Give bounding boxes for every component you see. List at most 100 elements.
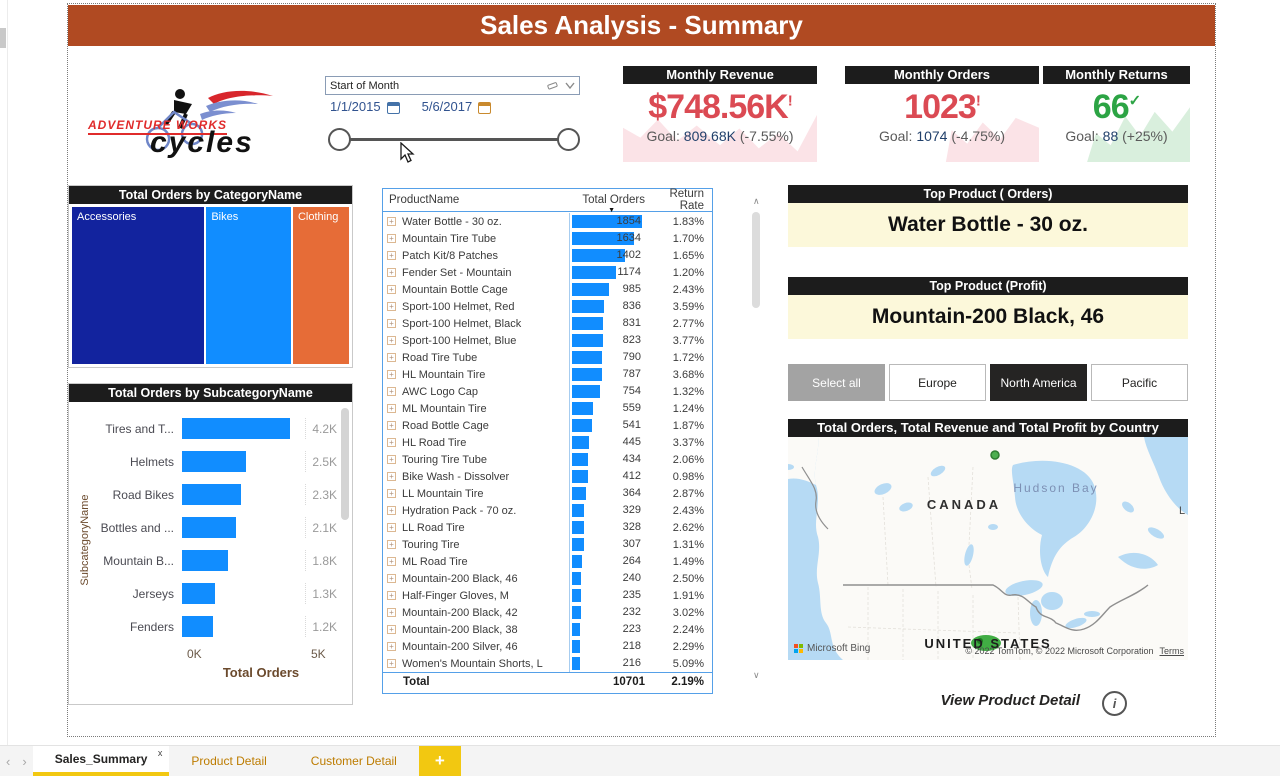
table-row[interactable]: + Mountain-200 Black, 38 223 2.24% — [383, 621, 712, 638]
table-row[interactable]: + Hydration Pack - 70 oz. 329 2.43% — [383, 502, 712, 519]
table-row[interactable]: + Water Bottle - 30 oz. 1854 1.83% — [383, 213, 712, 230]
table-row[interactable]: + ML Mountain Tire 559 1.24% — [383, 400, 712, 417]
table-row[interactable]: + Patch Kit/8 Patches 1402 1.65% — [383, 247, 712, 264]
expand-icon[interactable]: + — [387, 268, 396, 277]
table-scrollbar[interactable] — [752, 212, 760, 308]
calendar-icon[interactable] — [478, 101, 492, 114]
tab-product-detail[interactable]: Product Detail — [191, 754, 267, 768]
table-row[interactable]: + Half-Finger Gloves, M 235 1.91% — [383, 587, 712, 604]
table-row[interactable]: + Touring Tire 307 1.31% — [383, 536, 712, 553]
col-total-orders[interactable]: Total Orders ▼ — [582, 194, 645, 214]
table-row[interactable]: + AWC Logo Cap 754 1.32% — [383, 383, 712, 400]
bing-logo[interactable]: Microsoft Bing — [794, 643, 870, 654]
table-row[interactable]: + Fender Set - Mountain 1174 1.20% — [383, 264, 712, 281]
date-slider-handle-end[interactable] — [557, 128, 580, 151]
table-scroll-up-icon[interactable]: ∧ — [753, 196, 760, 206]
expand-icon[interactable]: + — [387, 574, 396, 583]
table-row[interactable]: + Sport-100 Helmet, Red 836 3.59% — [383, 298, 712, 315]
expand-icon[interactable]: + — [387, 489, 396, 498]
table-row[interactable]: + Mountain-200 Black, 46 240 2.50% — [383, 570, 712, 587]
left-scrollbar[interactable] — [0, 28, 6, 48]
bar[interactable] — [182, 616, 214, 637]
tab-customer-detail[interactable]: Customer Detail — [310, 754, 397, 768]
bar[interactable] — [182, 517, 237, 538]
tab-sales_summary[interactable]: Sales_Summary x — [32, 746, 170, 776]
expand-icon[interactable]: + — [387, 387, 396, 396]
treemap-tile-clothing[interactable]: Clothing — [292, 207, 350, 364]
expand-icon[interactable]: + — [387, 251, 396, 260]
chevron-down-icon[interactable] — [565, 82, 575, 89]
bar[interactable] — [182, 550, 229, 571]
add-page-button[interactable]: + — [418, 746, 461, 776]
info-icon[interactable]: i — [1102, 691, 1127, 716]
table-row[interactable]: + Mountain Bottle Cage 985 2.43% — [383, 281, 712, 298]
table-row[interactable]: + HL Mountain Tire 787 3.68% — [383, 366, 712, 383]
table-row[interactable]: + HL Road Tire 445 3.37% — [383, 434, 712, 451]
expand-icon[interactable]: + — [387, 285, 396, 294]
table-row[interactable]: + Sport-100 Helmet, Blue 823 3.77% — [383, 332, 712, 349]
tab-nav-next-icon[interactable]: › — [22, 753, 27, 769]
expand-icon[interactable]: + — [387, 506, 396, 515]
terms-link[interactable]: Terms — [1159, 646, 1185, 656]
table-scroll-down-icon[interactable]: ∨ — [753, 670, 760, 680]
expand-icon[interactable]: + — [387, 404, 396, 413]
bing-map[interactable]: CANADA Hudson Bay UNITED STATES L Micros… — [788, 437, 1188, 660]
expand-icon[interactable]: + — [387, 455, 396, 464]
map-marker-canada[interactable] — [990, 450, 1000, 460]
table-row[interactable]: + Sport-100 Helmet, Black 831 2.77% — [383, 315, 712, 332]
calendar-icon[interactable] — [386, 101, 400, 114]
table-row[interactable]: + Bike Wash - Dissolver 412 0.98% — [383, 468, 712, 485]
view-product-detail-link[interactable]: View Product Detail — [940, 692, 1080, 709]
expand-icon[interactable]: + — [387, 319, 396, 328]
region-button-europe[interactable]: Europe — [889, 364, 986, 401]
expand-icon[interactable]: + — [387, 421, 396, 430]
barchart-scrollbar[interactable] — [341, 408, 349, 520]
start-date-input[interactable]: 1/1/2015 — [330, 99, 381, 114]
table-row[interactable]: + Mountain Tire Tube 1634 1.70% — [383, 230, 712, 247]
region-button-select-all[interactable]: Select all — [788, 364, 885, 401]
expand-icon[interactable]: + — [387, 217, 396, 226]
tab-nav-prev-icon[interactable]: ‹ — [6, 753, 11, 769]
expand-icon[interactable]: + — [387, 591, 396, 600]
table-row[interactable]: + Mountain-200 Black, 42 232 3.02% — [383, 604, 712, 621]
table-row[interactable]: + Women's Mountain Shorts, L 216 5.09% — [383, 655, 712, 672]
expand-icon[interactable]: + — [387, 302, 396, 311]
table-row[interactable]: + LL Road Tire 328 2.62% — [383, 519, 712, 536]
treemap-tile-bikes[interactable]: Bikes — [206, 207, 291, 364]
eraser-icon[interactable] — [547, 80, 559, 91]
col-return-rate[interactable]: Return Rate — [669, 188, 704, 212]
bar[interactable] — [182, 484, 242, 505]
expand-icon[interactable]: + — [387, 642, 396, 651]
date-slider-track[interactable] — [340, 138, 568, 141]
table-row[interactable]: + ML Road Tire 264 1.49% — [383, 553, 712, 570]
date-slider-handle-start[interactable] — [328, 128, 351, 151]
expand-icon[interactable]: + — [387, 523, 396, 532]
region-button-north-america[interactable]: North America — [990, 364, 1087, 401]
col-productname[interactable]: ProductName — [389, 194, 460, 206]
table-row[interactable]: + LL Mountain Tire 364 2.87% — [383, 485, 712, 502]
expand-icon[interactable]: + — [387, 438, 396, 447]
data-bar — [572, 368, 602, 381]
expand-icon[interactable]: + — [387, 472, 396, 481]
table-row[interactable]: + Touring Tire Tube 434 2.06% — [383, 451, 712, 468]
expand-icon[interactable]: + — [387, 608, 396, 617]
expand-icon[interactable]: + — [387, 370, 396, 379]
tab-close-icon[interactable]: x — [157, 748, 163, 758]
expand-icon[interactable]: + — [387, 234, 396, 243]
end-date-input[interactable]: 5/6/2017 — [421, 99, 473, 114]
expand-icon[interactable]: + — [387, 540, 396, 549]
treemap-tile-accessories[interactable]: Accessories — [72, 207, 205, 364]
bar[interactable] — [182, 451, 247, 472]
bar[interactable] — [182, 418, 291, 439]
table-row[interactable]: + Mountain-200 Silver, 46 218 2.29% — [383, 638, 712, 655]
expand-icon[interactable]: + — [387, 557, 396, 566]
expand-icon[interactable]: + — [387, 625, 396, 634]
table-row[interactable]: + Road Bottle Cage 541 1.87% — [383, 417, 712, 434]
bar[interactable] — [182, 583, 216, 604]
expand-icon[interactable]: + — [387, 336, 396, 345]
region-button-pacific[interactable]: Pacific — [1091, 364, 1188, 401]
date-slicer-header[interactable]: Start of Month — [325, 76, 580, 95]
table-row[interactable]: + Road Tire Tube 790 1.72% — [383, 349, 712, 366]
expand-icon[interactable]: + — [387, 659, 396, 668]
expand-icon[interactable]: + — [387, 353, 396, 362]
